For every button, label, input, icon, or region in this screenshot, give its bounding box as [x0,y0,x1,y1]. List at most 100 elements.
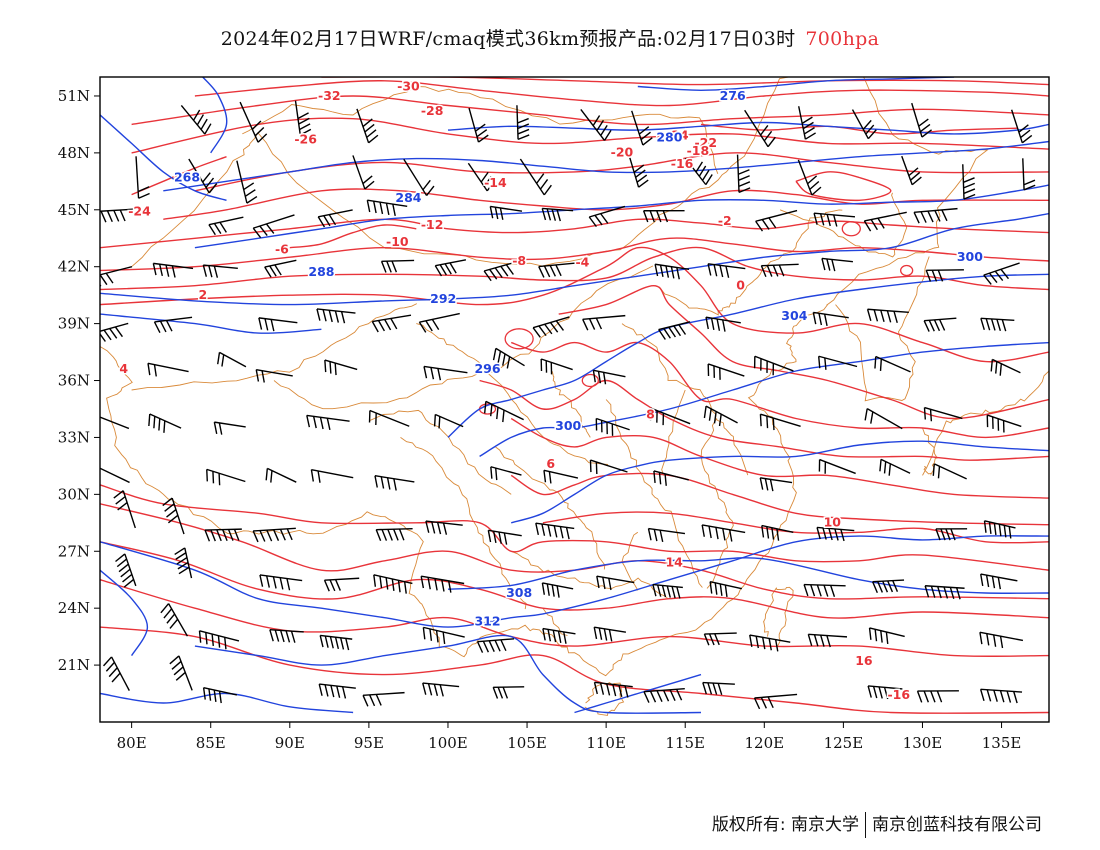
wind-barb-icon [160,603,189,637]
wind-barb-icon [532,316,570,338]
wind-barb-icon [148,413,182,433]
temperature-label: -26 [294,131,317,146]
height-label: 268 [174,169,200,184]
temperature-label: -6 [275,241,289,256]
wind-barb-icon [980,317,1015,332]
wind-barb-icon [264,259,297,278]
lat-tick-label: 21N [58,656,90,674]
temperature-isoline [100,237,1049,272]
wind-barb-icon [595,417,630,436]
wind-barb-icon [593,626,627,642]
wind-barb-icon [113,490,136,529]
height-contours [100,77,1049,714]
temperature-isoline [510,417,1049,499]
wind-barb-icon [492,686,525,699]
wind-barb-icon [911,102,933,138]
height-label: 280 [656,130,682,145]
temperature-label: 10 [824,515,842,530]
wind-barb-icon [258,317,298,332]
wind-barb-icon [255,368,293,383]
temperature-isoline [100,579,1049,658]
wind-barb-icon [492,347,525,369]
boundary-line [621,323,749,476]
wind-barb-icon [169,655,193,691]
wind-barb-icon [202,686,238,704]
wind-barb-icon [923,317,957,332]
wind-barb-icon [916,690,959,703]
temperature-cell [841,221,861,237]
wind-barb-icon [535,522,575,540]
lat-tick-label: 42N [58,258,90,276]
lon-tick-label: 105E [507,734,547,752]
temperature-label: -10 [386,234,409,249]
boundary-line [922,427,938,476]
wind-barb-icon [102,656,130,691]
wind-barb-icon [901,155,922,186]
wind-barb-icon [252,214,295,239]
wind-barb-icon [588,205,626,228]
wind-barb-icon [760,263,799,278]
wind-barb-icon [1010,109,1033,144]
wind-barb-icon [628,155,649,188]
lat-tick-label: 39N [58,315,90,333]
lon-tick-label: 130E [903,734,943,752]
wind-barb-icon [647,527,686,543]
wind-barb-icon [467,162,495,192]
temperature-cell [900,264,914,277]
temperature-label: -12 [421,217,444,232]
temperature-isoline [194,80,1049,107]
wind-barb-icon [422,626,465,645]
temperature-isoline [100,626,1049,714]
height-isoline [637,77,955,92]
wind-barb-icon [236,160,258,204]
wind-barb-icon [115,553,137,588]
wind-barb-icon [373,574,413,594]
axis-ticks: 80E 85E 90E 95E 100E 105E 110E 115E 120E 125E 130E… [58,87,1022,752]
wind-barb-icon [100,208,135,223]
boundary-line [273,265,654,410]
wind-barb-icon [316,308,356,324]
wind-barb-icon [204,528,242,542]
boundary-line [661,389,686,476]
temperature-label: 2 [198,287,207,302]
wind-barb-icon [649,407,691,426]
wind-barb-icon [202,264,238,278]
wind-barb-icon [684,157,713,186]
wind-barb-icon [217,351,247,368]
wind-barb-icon [753,355,794,376]
height-label: 288 [308,264,334,279]
wind-barb-icon [980,573,1018,590]
height-isoline [100,114,227,201]
wind-barb-icon [538,262,575,278]
temperature-isoline [131,117,1049,154]
wind-barb-icon [403,158,435,196]
wind-barb-icon [642,209,685,223]
wind-barb-icon [913,207,958,224]
wind-barb-icon [983,520,1016,539]
wind-barb-icon [542,627,576,644]
wind-barb-icon [356,108,379,144]
wind-barb-icon [797,159,822,196]
lon-tick-label: 120E [745,734,785,752]
wind-barb-icon [380,259,415,273]
temperature-label: 8 [646,406,655,421]
pressure-level-label: 700hpa [805,28,880,50]
wind-barb-icon [816,526,855,542]
temperature-isoline [700,123,1018,135]
wind-barb-icon [707,263,746,278]
wind-barb-icon [213,421,246,435]
wind-barb-icon [874,355,911,373]
wind-barb-icon [368,409,410,427]
wind-barb-icon [593,681,633,698]
wind-barb-icon [519,158,552,196]
wind-barb-icon [962,164,976,200]
wind-barb-icon [986,414,1022,433]
wind-barb-icon [423,365,468,381]
temperature-label: -18 [687,143,710,158]
lat-tick-label: 27N [58,542,90,560]
wind-barb-icon [755,209,798,232]
temperature-isoline [163,188,1049,220]
height-label: 284 [395,190,421,205]
wind-barb-icon [631,110,653,146]
wind-barb-icon [323,577,360,592]
